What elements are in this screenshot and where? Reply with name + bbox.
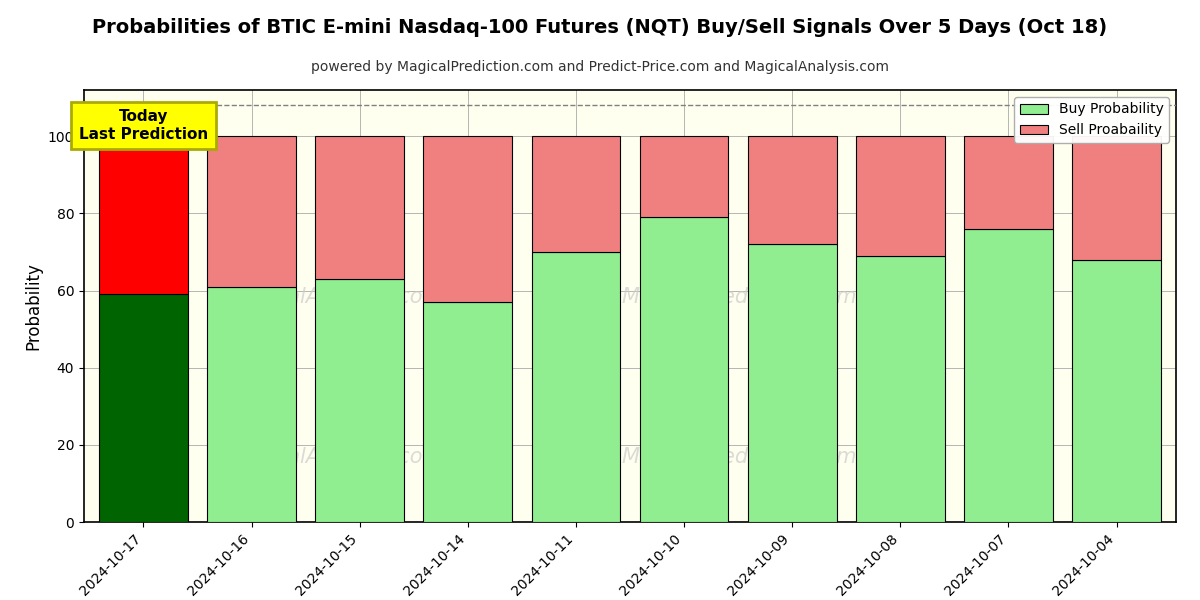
- Bar: [316, 279, 404, 522]
- Bar: [208, 136, 296, 287]
- Bar: [424, 302, 512, 522]
- Bar: [100, 136, 187, 295]
- Bar: [1073, 260, 1160, 522]
- Text: MagicalPrediction.com: MagicalPrediction.com: [622, 447, 857, 467]
- Bar: [748, 136, 836, 244]
- Text: Probabilities of BTIC E-mini Nasdaq-100 Futures (NQT) Buy/Sell Signals Over 5 Da: Probabilities of BTIC E-mini Nasdaq-100 …: [92, 18, 1108, 37]
- Bar: [424, 136, 512, 302]
- Bar: [1073, 136, 1160, 260]
- Bar: [532, 252, 620, 522]
- Text: MagicalAnalysis.com: MagicalAnalysis.com: [227, 287, 444, 307]
- Bar: [964, 229, 1052, 522]
- Y-axis label: Probability: Probability: [24, 262, 42, 350]
- Legend: Buy Probability, Sell Proabaility: Buy Probability, Sell Proabaility: [1014, 97, 1169, 143]
- Text: MagicalAnalysis.com: MagicalAnalysis.com: [227, 447, 444, 467]
- Bar: [856, 256, 944, 522]
- Text: powered by MagicalPrediction.com and Predict-Price.com and MagicalAnalysis.com: powered by MagicalPrediction.com and Pre…: [311, 60, 889, 74]
- Bar: [640, 217, 728, 522]
- Bar: [316, 136, 404, 279]
- Text: Today
Last Prediction: Today Last Prediction: [79, 109, 208, 142]
- Bar: [856, 136, 944, 256]
- Text: MagicalPrediction.com: MagicalPrediction.com: [622, 287, 857, 307]
- Bar: [100, 295, 187, 522]
- Bar: [208, 287, 296, 522]
- Bar: [532, 136, 620, 252]
- Bar: [748, 244, 836, 522]
- Bar: [964, 136, 1052, 229]
- Bar: [640, 136, 728, 217]
